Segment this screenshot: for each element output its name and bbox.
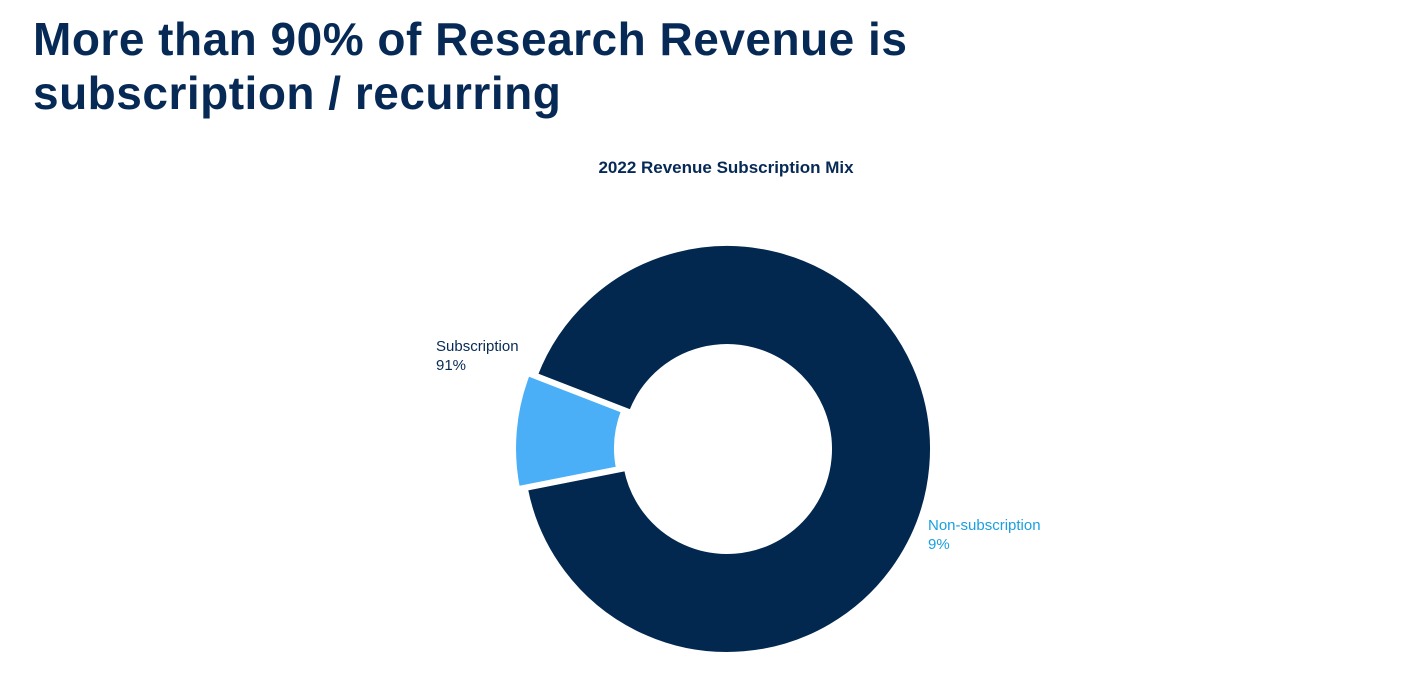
chart-title: 2022 Revenue Subscription Mix xyxy=(598,158,854,177)
slice-non-subscription xyxy=(512,371,626,491)
slice-label-name: Subscription xyxy=(436,338,519,355)
slice-label-value: 9% xyxy=(928,536,950,553)
page-title: More than 90% of Research Revenue is sub… xyxy=(33,12,1133,120)
slice-label-value: 91% xyxy=(436,357,466,374)
chart-slice-labels: Subscription 91% Non-subscription 9% xyxy=(436,338,1041,553)
slice-label-non-subscription: Non-subscription 9% xyxy=(928,517,1041,553)
page-title-line-1: More than 90% of Research Revenue is xyxy=(33,13,908,65)
donut-chart: 2022 Revenue Subscription Mix Subscripti… xyxy=(436,158,1041,656)
slice-subscription xyxy=(523,242,934,656)
page-title-line-2: subscription / recurring xyxy=(33,67,562,119)
slice-label-name: Non-subscription xyxy=(928,517,1041,534)
slice-label-subscription: Subscription 91% xyxy=(436,338,519,374)
chart-slices xyxy=(512,242,934,656)
